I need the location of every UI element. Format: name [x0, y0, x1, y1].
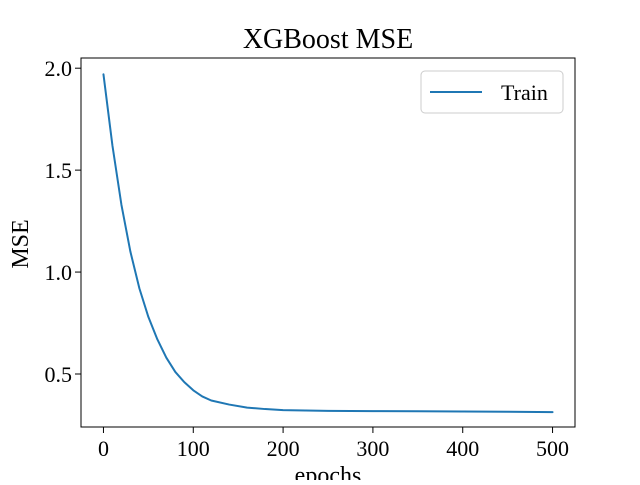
- legend-label: Train: [501, 80, 548, 105]
- chart-title: XGBoost MSE: [243, 24, 413, 55]
- x-tick-label: 400: [446, 436, 479, 461]
- series-layer: [102, 73, 554, 414]
- y-tick-label: 0.5: [45, 362, 73, 387]
- x-tick-label: 500: [536, 436, 569, 461]
- y-axis-ticks: 0.5 1.0 1.5 2.0: [45, 56, 81, 387]
- legend-box: [420, 70, 564, 114]
- y-tick-label: 1.0: [45, 260, 73, 285]
- x-tick-label: 300: [356, 436, 389, 461]
- plot-frame: [80, 57, 576, 428]
- y-axis-label: MSE: [8, 219, 34, 268]
- x-tick-label: 100: [177, 436, 210, 461]
- legend: Train: [420, 70, 564, 114]
- y-tick-label: 2.0: [45, 56, 73, 81]
- series-line-train: [102, 73, 554, 414]
- plot-area: [80, 57, 576, 428]
- x-axis-label: epochs: [295, 463, 362, 480]
- y-tick-label: 1.5: [45, 158, 73, 183]
- x-axis-ticks: 0 100 200 300 400 500: [98, 427, 569, 461]
- x-tick-label: 0: [98, 436, 109, 461]
- x-tick-label: 200: [267, 436, 300, 461]
